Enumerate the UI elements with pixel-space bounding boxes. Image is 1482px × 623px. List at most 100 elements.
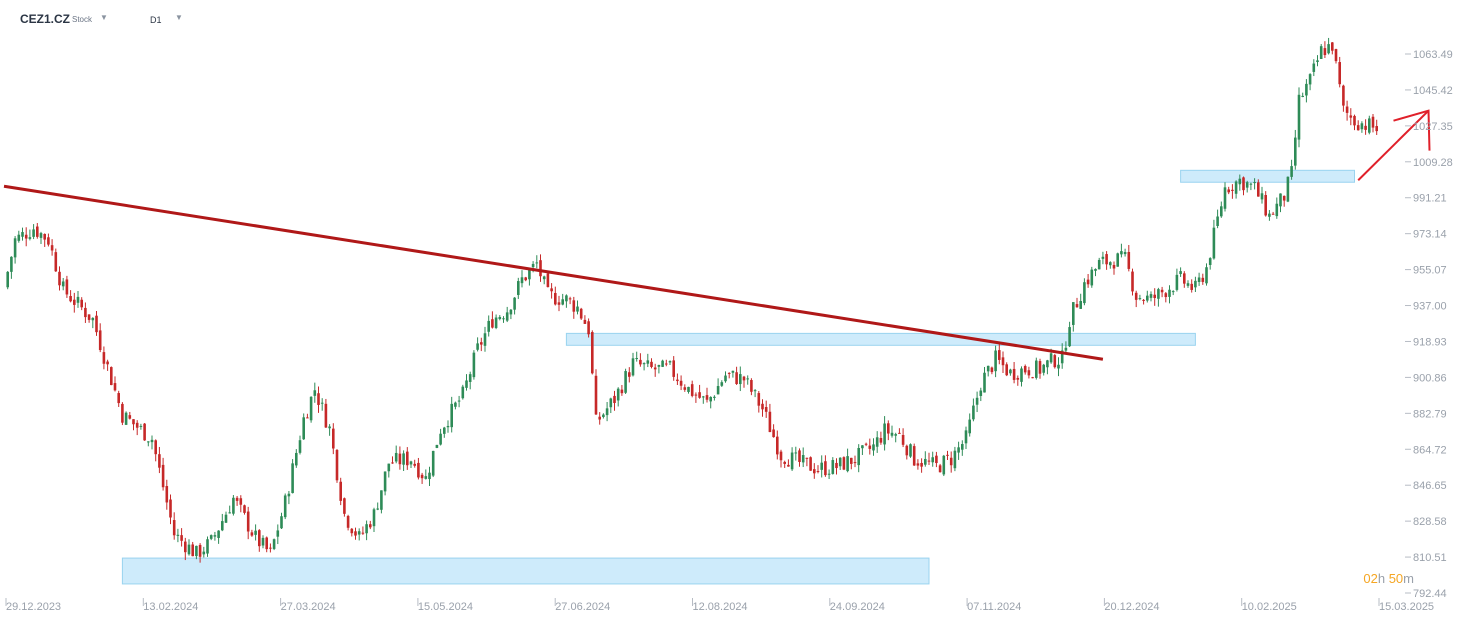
candle-body	[346, 515, 350, 528]
y-tick-label: 955.07	[1413, 265, 1447, 277]
candle-body	[1138, 298, 1142, 300]
candle-body	[846, 456, 849, 472]
candle-body	[228, 512, 231, 514]
candle-body	[631, 358, 635, 376]
candle	[672, 356, 675, 381]
symbol-label[interactable]: CEZ1.CZ	[20, 12, 71, 26]
candle	[1131, 268, 1134, 296]
candle	[1242, 176, 1245, 196]
candle-body	[809, 457, 812, 471]
candle-body	[505, 312, 509, 321]
candle-body	[1120, 251, 1123, 255]
candle	[657, 364, 661, 374]
timeframe-selector[interactable]: D1	[150, 15, 162, 25]
candle	[313, 382, 317, 403]
candle	[1216, 209, 1219, 229]
candle-body	[365, 524, 368, 534]
candle	[1375, 119, 1378, 135]
candle-body	[272, 539, 276, 549]
candle-body	[409, 461, 413, 465]
candle	[831, 457, 835, 475]
candle-body	[898, 432, 901, 434]
candle	[357, 528, 361, 541]
candle	[924, 451, 927, 467]
candle	[1319, 44, 1323, 60]
candle	[550, 283, 553, 299]
caret-down-icon[interactable]: ▼	[175, 13, 183, 22]
candle-body	[391, 462, 394, 464]
candle-body	[372, 509, 376, 527]
candle	[809, 456, 812, 471]
candle-body	[69, 296, 72, 302]
candle-body	[431, 450, 435, 476]
candle-body	[402, 453, 405, 465]
candle	[713, 395, 716, 401]
candle-body	[476, 343, 479, 350]
candle-body	[746, 378, 749, 380]
candle-body	[54, 252, 58, 272]
candle	[613, 390, 616, 411]
candle-body	[972, 405, 975, 420]
candle	[554, 286, 557, 306]
candle	[1009, 368, 1012, 376]
candle-body	[639, 359, 642, 365]
candle-body	[58, 271, 61, 286]
candle-body	[102, 352, 106, 364]
candle	[513, 297, 516, 315]
candle-body	[916, 463, 920, 466]
candle-body	[764, 407, 768, 412]
candle	[431, 450, 435, 478]
candle-body	[202, 551, 206, 555]
candle-body	[713, 396, 716, 398]
candle	[465, 374, 468, 391]
candle-body	[779, 451, 783, 461]
candle	[1005, 362, 1008, 377]
candle-body	[698, 392, 701, 398]
candle	[1301, 92, 1304, 98]
candle	[524, 276, 527, 282]
candle	[361, 526, 365, 535]
candle	[1123, 248, 1127, 257]
candle	[450, 396, 453, 433]
candle-body	[320, 402, 324, 404]
candle-countdown: 02h 50m	[1363, 571, 1414, 586]
candle-body	[1097, 259, 1101, 270]
candle	[1138, 294, 1142, 301]
candle-body	[117, 393, 120, 404]
candle-body	[1035, 360, 1038, 378]
candle	[169, 494, 172, 525]
candle	[1356, 120, 1360, 131]
candle	[661, 359, 664, 368]
candle	[953, 446, 957, 472]
candle-body	[783, 461, 786, 464]
candle-body	[820, 462, 823, 470]
candle-body	[850, 457, 853, 464]
candle-body	[1086, 279, 1090, 285]
caret-down-icon[interactable]: ▼	[100, 13, 108, 22]
candle-body	[43, 233, 46, 240]
candle-body	[824, 461, 827, 476]
candle	[879, 431, 883, 445]
candle-body	[1149, 294, 1153, 298]
candle	[195, 545, 198, 560]
candle	[350, 527, 354, 537]
candle-body	[36, 226, 39, 237]
candle	[983, 367, 986, 393]
candle	[731, 370, 735, 378]
candle-body	[1197, 277, 1201, 283]
y-tick-label: 937.00	[1413, 301, 1447, 313]
candle-body	[324, 403, 328, 428]
candle-body	[465, 380, 468, 388]
y-tick-label: 1009.28	[1413, 157, 1453, 169]
candle	[454, 401, 457, 410]
candle-body	[1305, 83, 1308, 96]
candle	[232, 495, 235, 516]
candle-body	[879, 437, 883, 443]
candle	[628, 367, 631, 383]
candle-body	[224, 514, 228, 523]
candle-body	[964, 430, 968, 444]
candle	[546, 271, 550, 288]
candle	[935, 451, 938, 468]
candle-body	[768, 411, 772, 433]
